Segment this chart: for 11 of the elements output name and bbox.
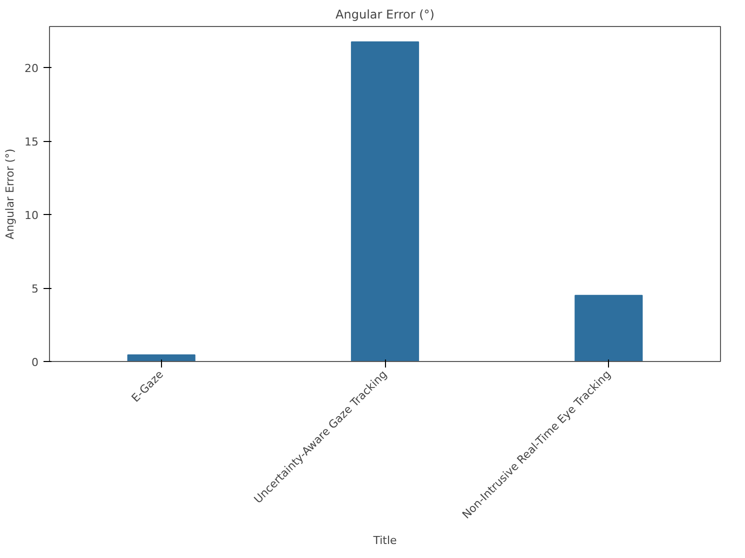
chart-title: Angular Error (°): [336, 8, 434, 22]
y-tick-label: 15: [24, 136, 39, 149]
bar: [350, 41, 420, 362]
y-tick-label: 10: [24, 209, 39, 222]
bar: [574, 294, 643, 362]
y-tick-label: 0: [32, 356, 38, 369]
x-axis-title: Title: [372, 534, 398, 548]
y-tick-label: 5: [32, 282, 38, 296]
y-tick-label: 20: [24, 62, 39, 76]
bar: [127, 354, 196, 362]
y-axis-title: Angular Error (°): [4, 148, 17, 240]
